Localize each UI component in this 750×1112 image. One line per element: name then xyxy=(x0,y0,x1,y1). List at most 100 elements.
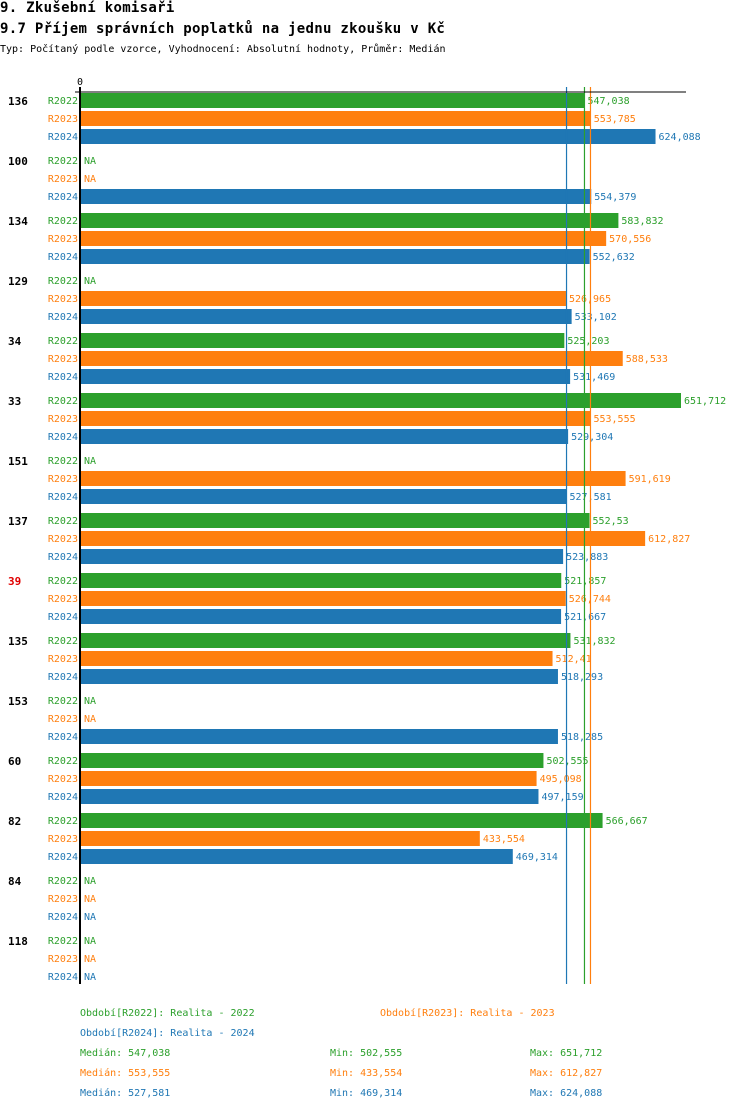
chart-title: 9.7 Příjem správních poplatků na jednu z… xyxy=(0,21,446,37)
data-label: 521,857 xyxy=(564,576,606,587)
data-label: 525,203 xyxy=(567,336,609,347)
category-label: 151 xyxy=(8,455,28,468)
bar-r2024 xyxy=(80,129,656,144)
bar-r2024 xyxy=(80,789,539,804)
series-label: R2024 xyxy=(48,252,78,263)
bar-r2022 xyxy=(80,633,571,648)
series-label: R2023 xyxy=(48,894,78,905)
data-label: 523,883 xyxy=(566,552,608,563)
category-label: 135 xyxy=(8,635,28,648)
na-label: NA xyxy=(84,714,96,725)
legend-median-r2023: Medián: 553,555 xyxy=(80,1068,171,1079)
bar-r2024 xyxy=(80,489,567,504)
legend-median-r2024: Medián: 527,581 xyxy=(80,1088,171,1099)
series-label: R2022 xyxy=(48,456,78,467)
series-label: R2024 xyxy=(48,192,78,203)
series-label: R2023 xyxy=(48,654,78,665)
data-label: 624,088 xyxy=(659,132,701,143)
bar-r2024 xyxy=(80,549,564,564)
legend-max-r2022: Max: 651,712 xyxy=(530,1048,603,1059)
series-label: R2024 xyxy=(48,792,78,803)
data-label: 552,632 xyxy=(593,252,635,263)
series-label: R2023 xyxy=(48,114,78,125)
series-label: R2023 xyxy=(48,354,78,365)
bar-r2023 xyxy=(80,591,566,606)
series-label: R2024 xyxy=(48,732,78,743)
data-label: 553,555 xyxy=(593,414,635,425)
bar-r2024 xyxy=(80,849,513,864)
category-label: 39 xyxy=(8,575,21,588)
data-label: 526,744 xyxy=(569,594,611,605)
series-label: R2024 xyxy=(48,972,78,983)
series-label: R2024 xyxy=(48,612,78,623)
legend-period-r2022: Období[R2022]: Realita - 2022 xyxy=(80,1008,255,1019)
bar-r2024 xyxy=(80,309,572,324)
bar-r2023 xyxy=(80,531,646,546)
data-label: 497,159 xyxy=(541,792,583,803)
data-label: 651,712 xyxy=(684,396,726,407)
series-label: R2023 xyxy=(48,234,78,245)
series-label: R2024 xyxy=(48,312,78,323)
series-label: R2024 xyxy=(48,672,78,683)
data-label: 518,285 xyxy=(561,732,603,743)
series-label: R2023 xyxy=(48,414,78,425)
series-label: R2022 xyxy=(48,516,78,527)
na-label: NA xyxy=(84,954,96,965)
bar-r2024 xyxy=(80,609,562,624)
na-label: NA xyxy=(84,276,96,287)
series-label: R2023 xyxy=(48,534,78,545)
series-label: R2023 xyxy=(48,474,78,485)
series-label: R2023 xyxy=(48,774,78,785)
legend-min-r2022: Min: 502,555 xyxy=(330,1048,403,1059)
data-label: 588,533 xyxy=(626,354,668,365)
series-label: R2024 xyxy=(48,132,78,143)
series-label: R2022 xyxy=(48,96,78,107)
bar-r2023 xyxy=(80,351,623,366)
data-label: 469,314 xyxy=(516,852,558,863)
bar-r2022 xyxy=(80,813,603,828)
series-label: R2023 xyxy=(48,174,78,185)
na-label: NA xyxy=(84,174,96,185)
bar-r2022 xyxy=(80,93,585,108)
series-label: R2022 xyxy=(48,576,78,587)
data-label: 512,41 xyxy=(556,654,592,665)
data-label: 583,832 xyxy=(621,216,663,227)
na-label: NA xyxy=(84,936,96,947)
bar-r2023 xyxy=(80,651,553,666)
bar-r2024 xyxy=(80,429,569,444)
series-label: R2023 xyxy=(48,714,78,725)
legend-median-r2022: Medián: 547,038 xyxy=(80,1048,171,1059)
category-label: 82 xyxy=(8,815,21,828)
data-label: 612,827 xyxy=(648,534,690,545)
series-label: R2022 xyxy=(48,936,78,947)
bar-r2023 xyxy=(80,831,480,846)
category-label: 84 xyxy=(8,875,22,888)
series-label: R2022 xyxy=(48,636,78,647)
bar-r2023 xyxy=(80,231,607,246)
data-label: 553,785 xyxy=(594,114,636,125)
series-label: R2023 xyxy=(48,594,78,605)
series-label: R2023 xyxy=(48,294,78,305)
data-label: 566,667 xyxy=(606,816,648,827)
category-label: 118 xyxy=(8,935,28,948)
bar-r2022 xyxy=(80,513,590,528)
category-label: 153 xyxy=(8,695,28,708)
bar-r2023 xyxy=(80,111,591,126)
data-label: 591,619 xyxy=(629,474,671,485)
bar-r2024 xyxy=(80,369,571,384)
na-label: NA xyxy=(84,894,96,905)
series-label: R2024 xyxy=(48,912,78,923)
data-label: 552,53 xyxy=(593,516,629,527)
data-label: 570,556 xyxy=(609,234,651,245)
bar-chart: 0 136 R2022 547,038 R2023 553,785 R2024 624,088… xyxy=(8,77,726,984)
category-label: 60 xyxy=(8,755,21,768)
series-label: R2022 xyxy=(48,396,78,407)
data-label: 554,379 xyxy=(594,192,636,203)
bar-r2024 xyxy=(80,669,558,684)
legend-period-r2024: Období[R2024]: Realita - 2024 xyxy=(80,1028,255,1039)
bar-r2022 xyxy=(80,753,544,768)
bar-r2023 xyxy=(80,291,566,306)
na-label: NA xyxy=(84,972,96,983)
series-label: R2024 xyxy=(48,552,78,563)
na-label: NA xyxy=(84,696,96,707)
